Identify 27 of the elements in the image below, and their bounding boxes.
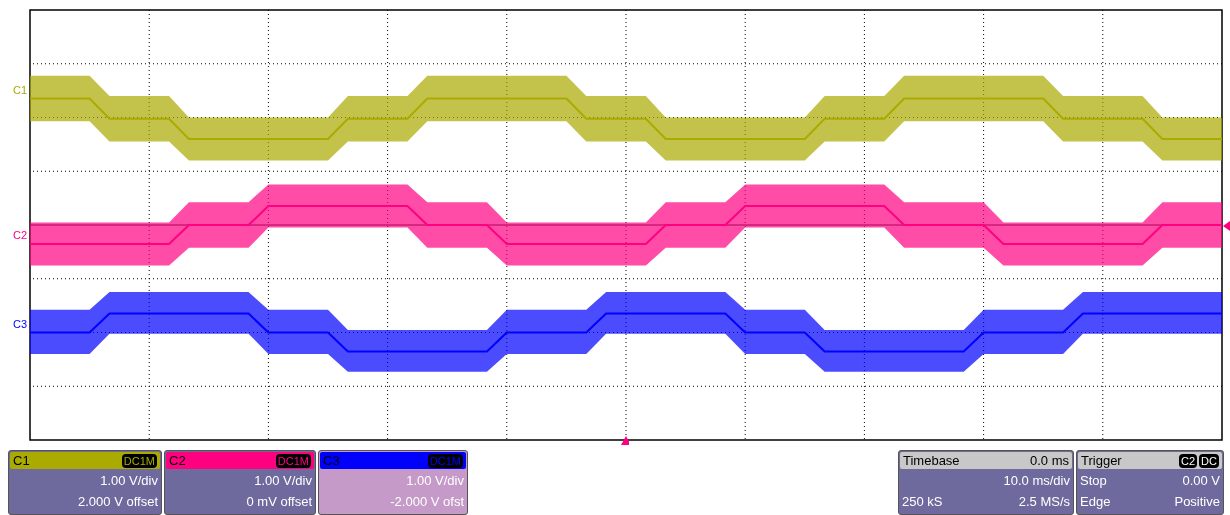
text: C1: [13, 453, 30, 468]
series-label: C1: [12, 83, 27, 96]
text: C3: [323, 453, 340, 468]
text: Trigger: [1081, 452, 1122, 469]
text: 250 kS: [902, 493, 943, 511]
text: 0.00 V: [1182, 472, 1220, 490]
text: Positive: [1174, 493, 1220, 511]
text: 0 mV offset: [246, 493, 312, 511]
text: Timebase: [903, 452, 960, 469]
text: Stop: [1080, 472, 1107, 490]
text: -2.000 V ofst: [390, 493, 464, 511]
text: 1.00 V/div: [254, 472, 312, 490]
text: 1.00 V/div: [100, 472, 158, 490]
text: C2: [169, 453, 186, 468]
text: DC: [1199, 454, 1219, 468]
text: Edge: [1080, 493, 1111, 511]
text: 10.0 ms/div: [1003, 472, 1070, 490]
text: DC1M: [275, 454, 311, 468]
text: DC1M: [427, 454, 463, 468]
text: 2.000 V offset: [78, 493, 158, 511]
series-label: C3: [12, 317, 27, 330]
text: 0.0 ms: [1029, 452, 1069, 469]
text: 1.00 V/div: [406, 472, 464, 490]
series-label: C2: [12, 228, 27, 241]
text: 2.5 MS/s: [1018, 493, 1070, 511]
text: C2: [1179, 454, 1198, 468]
text: DC1M: [121, 454, 157, 468]
